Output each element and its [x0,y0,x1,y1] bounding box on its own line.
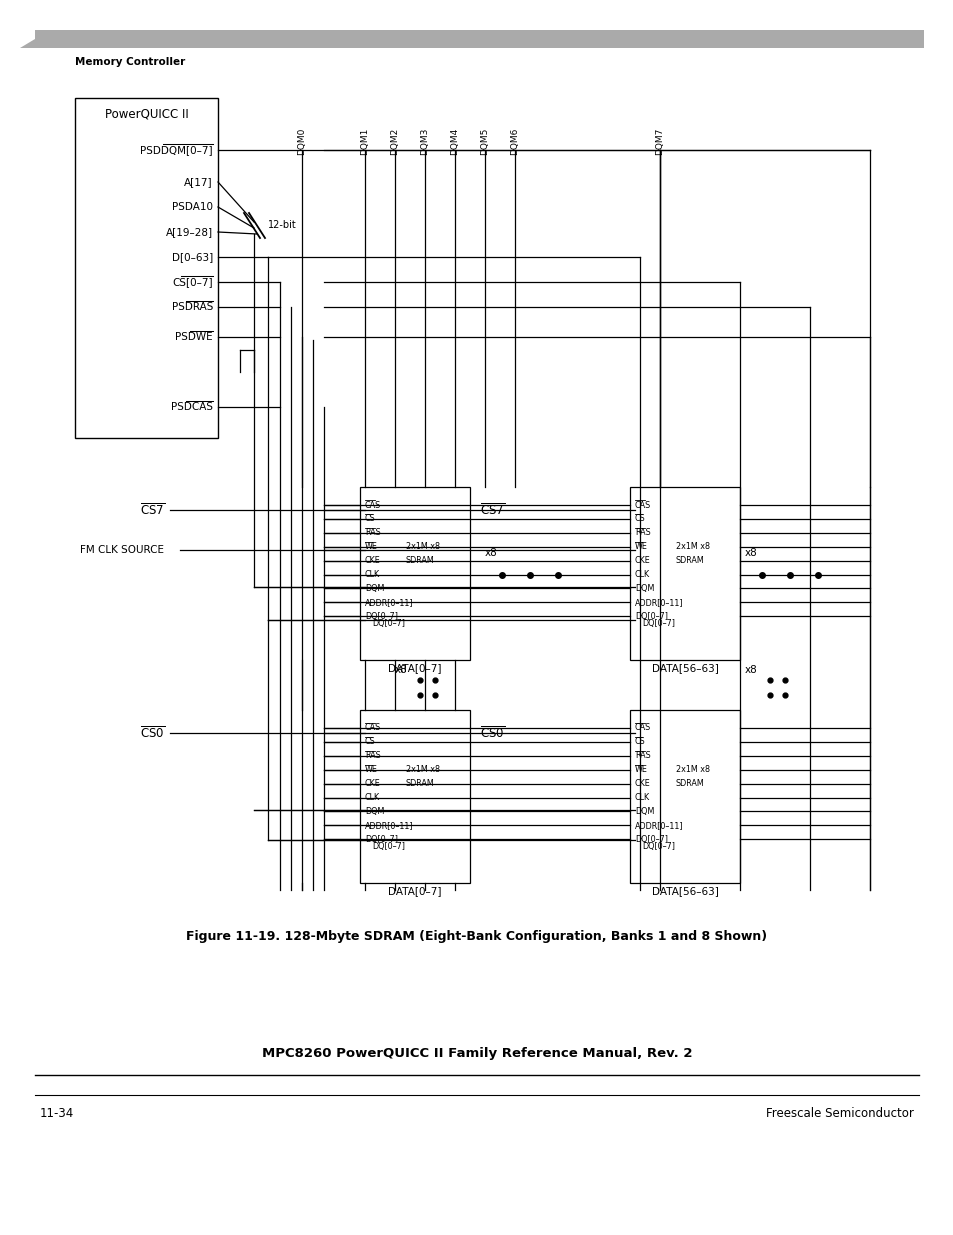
Text: $\overline{\mathrm{CS7}}$: $\overline{\mathrm{CS7}}$ [140,503,165,517]
Text: DQ[0–7]: DQ[0–7] [372,619,405,627]
Text: CLK: CLK [635,571,649,579]
Text: DATA[0–7]: DATA[0–7] [388,885,441,897]
Text: DQM7: DQM7 [655,127,664,156]
Text: DQM6: DQM6 [510,127,519,156]
Text: DQ[0–7]: DQ[0–7] [635,611,667,621]
Text: DQM: DQM [635,584,654,593]
Text: CLK: CLK [365,571,379,579]
Text: CS: CS [365,737,375,746]
Text: DQM1: DQM1 [360,127,369,156]
Text: MPC8260 PowerQUICC II Family Reference Manual, Rev. 2: MPC8260 PowerQUICC II Family Reference M… [261,1047,692,1060]
Text: FM CLK SOURCE: FM CLK SOURCE [80,545,164,555]
Text: 11-34: 11-34 [40,1107,74,1120]
Text: WE: WE [365,542,377,551]
Text: x8: x8 [395,664,407,676]
Text: CS: CS [635,515,645,524]
Text: x8: x8 [744,548,757,558]
Text: DQ[0–7]: DQ[0–7] [641,842,675,851]
Bar [75,98,218,438]
Bar [359,487,470,659]
Text: CLK: CLK [365,793,379,802]
Text: DQM3: DQM3 [420,127,429,156]
Text: 2x1M x8: 2x1M x8 [406,542,439,551]
Text: Memory Controller: Memory Controller [75,57,185,67]
Text: ADDR[0–11]: ADDR[0–11] [635,821,683,830]
Text: CAS: CAS [635,500,651,510]
Text: $\overline{\mathrm{CS0}}$: $\overline{\mathrm{CS0}}$ [140,725,165,741]
Text: CAS: CAS [365,500,381,510]
Text: DQM0: DQM0 [297,127,306,156]
Text: CKE: CKE [635,779,650,788]
Text: x8: x8 [484,548,497,558]
Text: CAS: CAS [635,724,651,732]
Text: PSDA10: PSDA10 [172,203,213,212]
Bar [629,487,740,659]
Text: Freescale Semiconductor: Freescale Semiconductor [765,1107,913,1120]
Text: PSDWE: PSDWE [175,332,213,342]
Text: CKE: CKE [365,556,380,566]
Text: WE: WE [365,766,377,774]
Text: DQM: DQM [365,584,384,593]
Text: SDRAM: SDRAM [406,556,435,566]
Text: WE: WE [635,542,647,551]
Text: DATA[56–63]: DATA[56–63] [651,885,718,897]
Text: CKE: CKE [365,779,380,788]
Polygon shape [35,30,923,48]
Text: CS[0–7]: CS[0–7] [172,277,213,287]
Text: 2x1M x8: 2x1M x8 [676,542,709,551]
Text: RAS: RAS [635,751,650,761]
Text: A[19–28]: A[19–28] [166,227,213,237]
Text: 12-bit: 12-bit [268,220,296,230]
Text: DATA[56–63]: DATA[56–63] [651,663,718,673]
Text: CS: CS [635,737,645,746]
Text: ADDR[0–11]: ADDR[0–11] [635,598,683,606]
Text: CAS: CAS [365,724,381,732]
Text: DATA[0–7]: DATA[0–7] [388,663,441,673]
Text: x8: x8 [744,664,757,676]
Bar [359,710,470,883]
Text: PSDCAS: PSDCAS [171,403,213,412]
Text: DQM4: DQM4 [450,127,459,156]
Text: 2x1M x8: 2x1M x8 [406,766,439,774]
Text: DQ[0–7]: DQ[0–7] [641,619,675,627]
Text: RAS: RAS [365,529,380,537]
Text: SDRAM: SDRAM [676,556,704,566]
Text: DQ[0–7]: DQ[0–7] [635,835,667,844]
Text: $\overline{\mathrm{CS7}}$: $\overline{\mathrm{CS7}}$ [479,503,504,517]
Text: CLK: CLK [635,793,649,802]
Text: SDRAM: SDRAM [676,779,704,788]
Text: PSDRAS: PSDRAS [172,303,213,312]
Text: $\overline{\mathrm{CS0}}$: $\overline{\mathrm{CS0}}$ [479,725,504,741]
Polygon shape [20,30,50,48]
Text: CKE: CKE [635,556,650,566]
Text: DQ[0–7]: DQ[0–7] [372,842,405,851]
Text: Figure 11-19. 128-Mbyte SDRAM (Eight-Bank Configuration, Banks 1 and 8 Shown): Figure 11-19. 128-Mbyte SDRAM (Eight-Ban… [186,930,767,944]
Text: DQ[0–7]: DQ[0–7] [365,835,397,844]
Bar [629,710,740,883]
Text: D[0–63]: D[0–63] [172,252,213,262]
Text: RAS: RAS [635,529,650,537]
Text: PowerQUICC II: PowerQUICC II [105,107,188,121]
Text: A[17]: A[17] [184,177,213,186]
Text: RAS: RAS [365,751,380,761]
Text: 2x1M x8: 2x1M x8 [676,766,709,774]
Text: DQM: DQM [365,806,384,816]
Text: WE: WE [635,766,647,774]
Text: ADDR[0–11]: ADDR[0–11] [365,821,414,830]
Text: CS: CS [365,515,375,524]
Text: SDRAM: SDRAM [406,779,435,788]
Text: DQM5: DQM5 [480,127,489,156]
Text: DQM: DQM [635,806,654,816]
Text: DQ[0–7]: DQ[0–7] [365,611,397,621]
Text: DQM2: DQM2 [390,127,399,156]
Text: PSDDQM[0–7]: PSDDQM[0–7] [140,144,213,156]
Text: ADDR[0–11]: ADDR[0–11] [365,598,414,606]
